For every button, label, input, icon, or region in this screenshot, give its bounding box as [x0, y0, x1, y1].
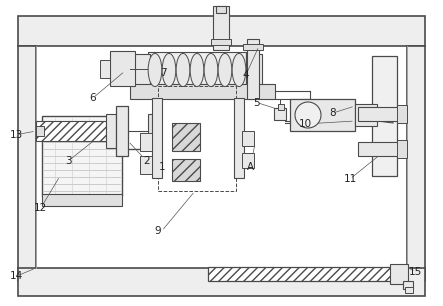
Bar: [242, 153, 254, 168]
Bar: [130, 54, 150, 86]
Bar: [243, 44, 263, 50]
Bar: [403, 281, 413, 289]
Text: 12: 12: [34, 203, 47, 213]
Text: 6: 6: [90, 93, 96, 103]
Bar: [42, 194, 122, 206]
Bar: [110, 51, 135, 86]
Bar: [234, 98, 244, 178]
Bar: [290, 99, 355, 131]
Text: 2: 2: [143, 156, 149, 166]
Ellipse shape: [190, 54, 204, 87]
Bar: [140, 133, 152, 151]
Bar: [36, 121, 106, 141]
Text: 11: 11: [343, 174, 357, 184]
Bar: [130, 84, 275, 99]
Text: 7: 7: [161, 69, 167, 78]
Bar: [242, 131, 254, 146]
Bar: [36, 126, 44, 136]
Text: 10: 10: [299, 119, 312, 129]
Text: 4: 4: [243, 70, 249, 80]
Text: 14: 14: [10, 271, 23, 281]
Text: A: A: [247, 162, 254, 172]
Bar: [152, 98, 162, 178]
Bar: [18, 16, 425, 46]
Ellipse shape: [218, 54, 232, 87]
Bar: [247, 39, 259, 99]
Bar: [18, 268, 425, 296]
Ellipse shape: [162, 54, 176, 87]
Bar: [140, 156, 152, 174]
Bar: [407, 46, 425, 281]
Bar: [158, 86, 236, 191]
Bar: [355, 104, 377, 126]
Bar: [358, 107, 398, 121]
Bar: [148, 52, 246, 88]
Bar: [100, 60, 110, 78]
Bar: [397, 105, 407, 123]
Bar: [246, 54, 262, 86]
Bar: [18, 46, 36, 281]
Circle shape: [295, 102, 321, 128]
Ellipse shape: [232, 54, 246, 87]
Text: 3: 3: [66, 156, 72, 166]
Ellipse shape: [176, 54, 190, 87]
Bar: [42, 116, 122, 196]
Bar: [211, 39, 231, 45]
Text: 5: 5: [254, 98, 260, 107]
Bar: [278, 104, 284, 110]
Text: 13: 13: [10, 130, 23, 140]
Ellipse shape: [148, 54, 162, 87]
Bar: [397, 140, 407, 158]
Bar: [390, 264, 408, 284]
Bar: [208, 267, 393, 281]
Bar: [106, 114, 116, 148]
Text: 9: 9: [154, 226, 160, 236]
Bar: [172, 123, 200, 151]
Text: 1: 1: [159, 162, 165, 172]
Bar: [116, 106, 128, 156]
Bar: [358, 142, 398, 156]
Bar: [216, 6, 226, 13]
Text: 8: 8: [329, 108, 335, 118]
Bar: [405, 287, 413, 293]
Text: 15: 15: [409, 267, 422, 277]
Bar: [172, 159, 200, 181]
Bar: [372, 56, 397, 176]
Bar: [274, 108, 286, 120]
Ellipse shape: [204, 54, 218, 87]
Bar: [213, 6, 229, 50]
Bar: [148, 114, 158, 148]
